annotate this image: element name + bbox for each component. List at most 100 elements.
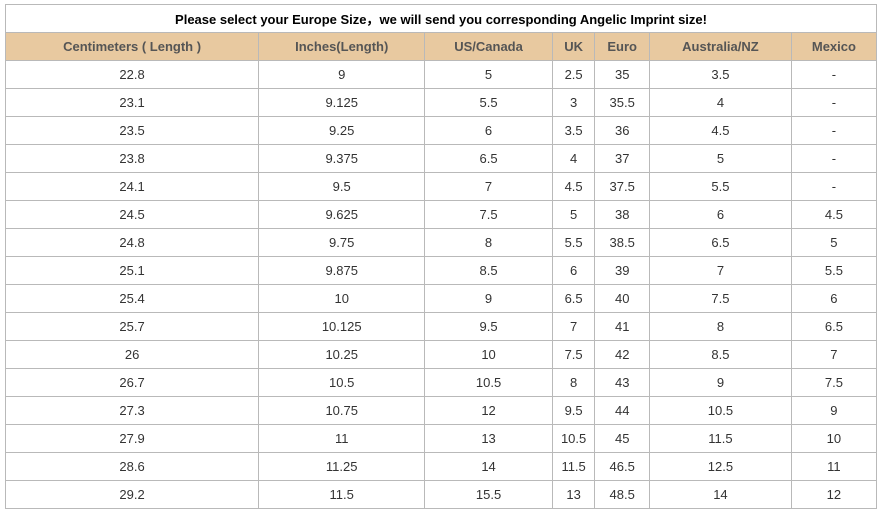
cell-inches: 9.625 — [258, 200, 426, 229]
cell-euro: 42 — [594, 340, 651, 369]
cell-uk: 9.5 — [551, 396, 596, 425]
cell-euro: 45 — [594, 424, 651, 453]
cell-euro: 35.5 — [594, 88, 651, 117]
cell-inches: 10.25 — [258, 340, 426, 369]
cell-uk: 10.5 — [551, 424, 596, 453]
cell-centimeters: 23.8 — [4, 144, 260, 173]
cell-us-canada: 7.5 — [424, 200, 553, 229]
cell-mexico: 9 — [790, 396, 878, 425]
table-row: 24.1 9.5 7 4.5 37.5 5.5- — [4, 172, 878, 201]
cell-inches: 9.5 — [258, 172, 426, 201]
cell-uk: 6.5 — [551, 284, 596, 313]
cell-us-canada: 12 — [424, 396, 553, 425]
cell-us-canada: 10.5 — [424, 368, 553, 397]
cell-mexico: - — [790, 60, 878, 89]
cell-inches: 10.75 — [258, 396, 426, 425]
cell-australia-nz: 7 — [649, 256, 792, 285]
cell-us-canada: 13 — [424, 424, 553, 453]
cell-australia-nz: 7.5 — [649, 284, 792, 313]
cell-inches: 11.5 — [258, 480, 426, 509]
cell-euro: 38.5 — [594, 228, 651, 257]
column-header-inches: Inches(Length) — [258, 32, 426, 61]
cell-inches: 9.125 — [258, 88, 426, 117]
cell-centimeters: 25.4 — [4, 284, 260, 313]
table-row: 24.5 9.625 7.5 5 38 6 4.5 — [4, 200, 878, 229]
cell-australia-nz: 6 — [649, 200, 792, 229]
cell-inches: 9 — [258, 60, 426, 89]
table-row: 25.1 9.875 8.5 6 39 7 5.5 — [4, 256, 878, 285]
cell-us-canada: 7 — [424, 172, 553, 201]
table-row: 27.3 10.75 12 9.5 44 10.5 9 — [4, 396, 878, 425]
cell-australia-nz: 12.5 — [649, 452, 792, 481]
table-row: 22.8 9 5 2.5 35 3.5- — [4, 60, 878, 89]
table-row: 24.8 9.75 8 5.5 38.5 6.5 5 — [4, 228, 878, 257]
cell-australia-nz: 3.5 — [649, 60, 792, 89]
cell-mexico: 7 — [790, 340, 878, 369]
cell-mexico: 6.5 — [790, 312, 878, 341]
size-chart-table: Please select your Europe Size，we will s… — [4, 4, 878, 509]
cell-centimeters: 23.5 — [4, 116, 260, 145]
cell-uk: 7.5 — [551, 340, 596, 369]
cell-us-canada: 6 — [424, 116, 553, 145]
cell-inches: 9.875 — [258, 256, 426, 285]
cell-uk: 5.5 — [551, 228, 596, 257]
cell-inches: 10 — [258, 284, 426, 313]
cell-centimeters: 26.7 — [4, 368, 260, 397]
cell-australia-nz: 5.5 — [649, 172, 792, 201]
cell-us-canada: 10 — [424, 340, 553, 369]
cell-centimeters: 29.2 — [4, 480, 260, 509]
table-row: 23.8 9.375 6.5 4 37 5- — [4, 144, 878, 173]
cell-uk: 6 — [551, 256, 596, 285]
cell-us-canada: 9.5 — [424, 312, 553, 341]
cell-euro: 35 — [594, 60, 651, 89]
table-row: 27.9 11 13 10.5 45 11.5 10 — [4, 424, 878, 453]
cell-centimeters: 24.5 — [4, 200, 260, 229]
cell-us-canada: 6.5 — [424, 144, 553, 173]
cell-inches: 11 — [258, 424, 426, 453]
cell-uk: 5 — [551, 200, 596, 229]
cell-mexico: 4.5 — [790, 200, 878, 229]
cell-mexico: 5 — [790, 228, 878, 257]
cell-australia-nz: 8 — [649, 312, 792, 341]
cell-uk: 13 — [551, 480, 596, 509]
cell-uk: 8 — [551, 368, 596, 397]
cell-centimeters: 25.1 — [4, 256, 260, 285]
column-header-uk: UK — [551, 32, 596, 61]
cell-mexico: 11 — [790, 452, 878, 481]
cell-us-canada: 8.5 — [424, 256, 553, 285]
cell-uk: 4.5 — [551, 172, 596, 201]
cell-inches: 9.375 — [258, 144, 426, 173]
cell-euro: 41 — [594, 312, 651, 341]
column-header-australia-nz: Australia/NZ — [649, 32, 792, 61]
table-row: 28.6 11.25 14 11.5 46.5 12.5 11 — [4, 452, 878, 481]
cell-australia-nz: 6.5 — [649, 228, 792, 257]
table-row: 25.7 10.125 9.5 7 41 8 6.5 — [4, 312, 878, 341]
cell-euro: 44 — [594, 396, 651, 425]
cell-mexico: 6 — [790, 284, 878, 313]
cell-euro: 40 — [594, 284, 651, 313]
table-row: 23.5 9.25 6 3.5 36 4.5- — [4, 116, 878, 145]
cell-us-canada: 5.5 — [424, 88, 553, 117]
cell-euro: 38 — [594, 200, 651, 229]
column-header-euro: Euro — [594, 32, 651, 61]
table-row: 25.4 10 9 6.5 40 7.5 6 — [4, 284, 878, 313]
cell-centimeters: 26 — [4, 340, 260, 369]
cell-euro: 46.5 — [594, 452, 651, 481]
column-header-mexico: Mexico — [790, 32, 878, 61]
table-row: 26 10.25 10 7.5 42 8.5 7 — [4, 340, 878, 369]
table-row: 26.7 10.5 10.5 8 43 9 7.5 — [4, 368, 878, 397]
cell-australia-nz: 9 — [649, 368, 792, 397]
cell-mexico: 7.5 — [790, 368, 878, 397]
size-chart-body: Please select your Europe Size，we will s… — [4, 4, 878, 509]
cell-euro: 37 — [594, 144, 651, 173]
cell-mexico: 10 — [790, 424, 878, 453]
cell-inches: 11.25 — [258, 452, 426, 481]
cell-australia-nz: 4.5 — [649, 116, 792, 145]
cell-mexico: - — [790, 172, 878, 201]
cell-inches: 9.25 — [258, 116, 426, 145]
cell-australia-nz: 10.5 — [649, 396, 792, 425]
cell-centimeters: 24.8 — [4, 228, 260, 257]
cell-us-canada: 5 — [424, 60, 553, 89]
cell-centimeters: 22.8 — [4, 60, 260, 89]
cell-australia-nz: 11.5 — [649, 424, 792, 453]
